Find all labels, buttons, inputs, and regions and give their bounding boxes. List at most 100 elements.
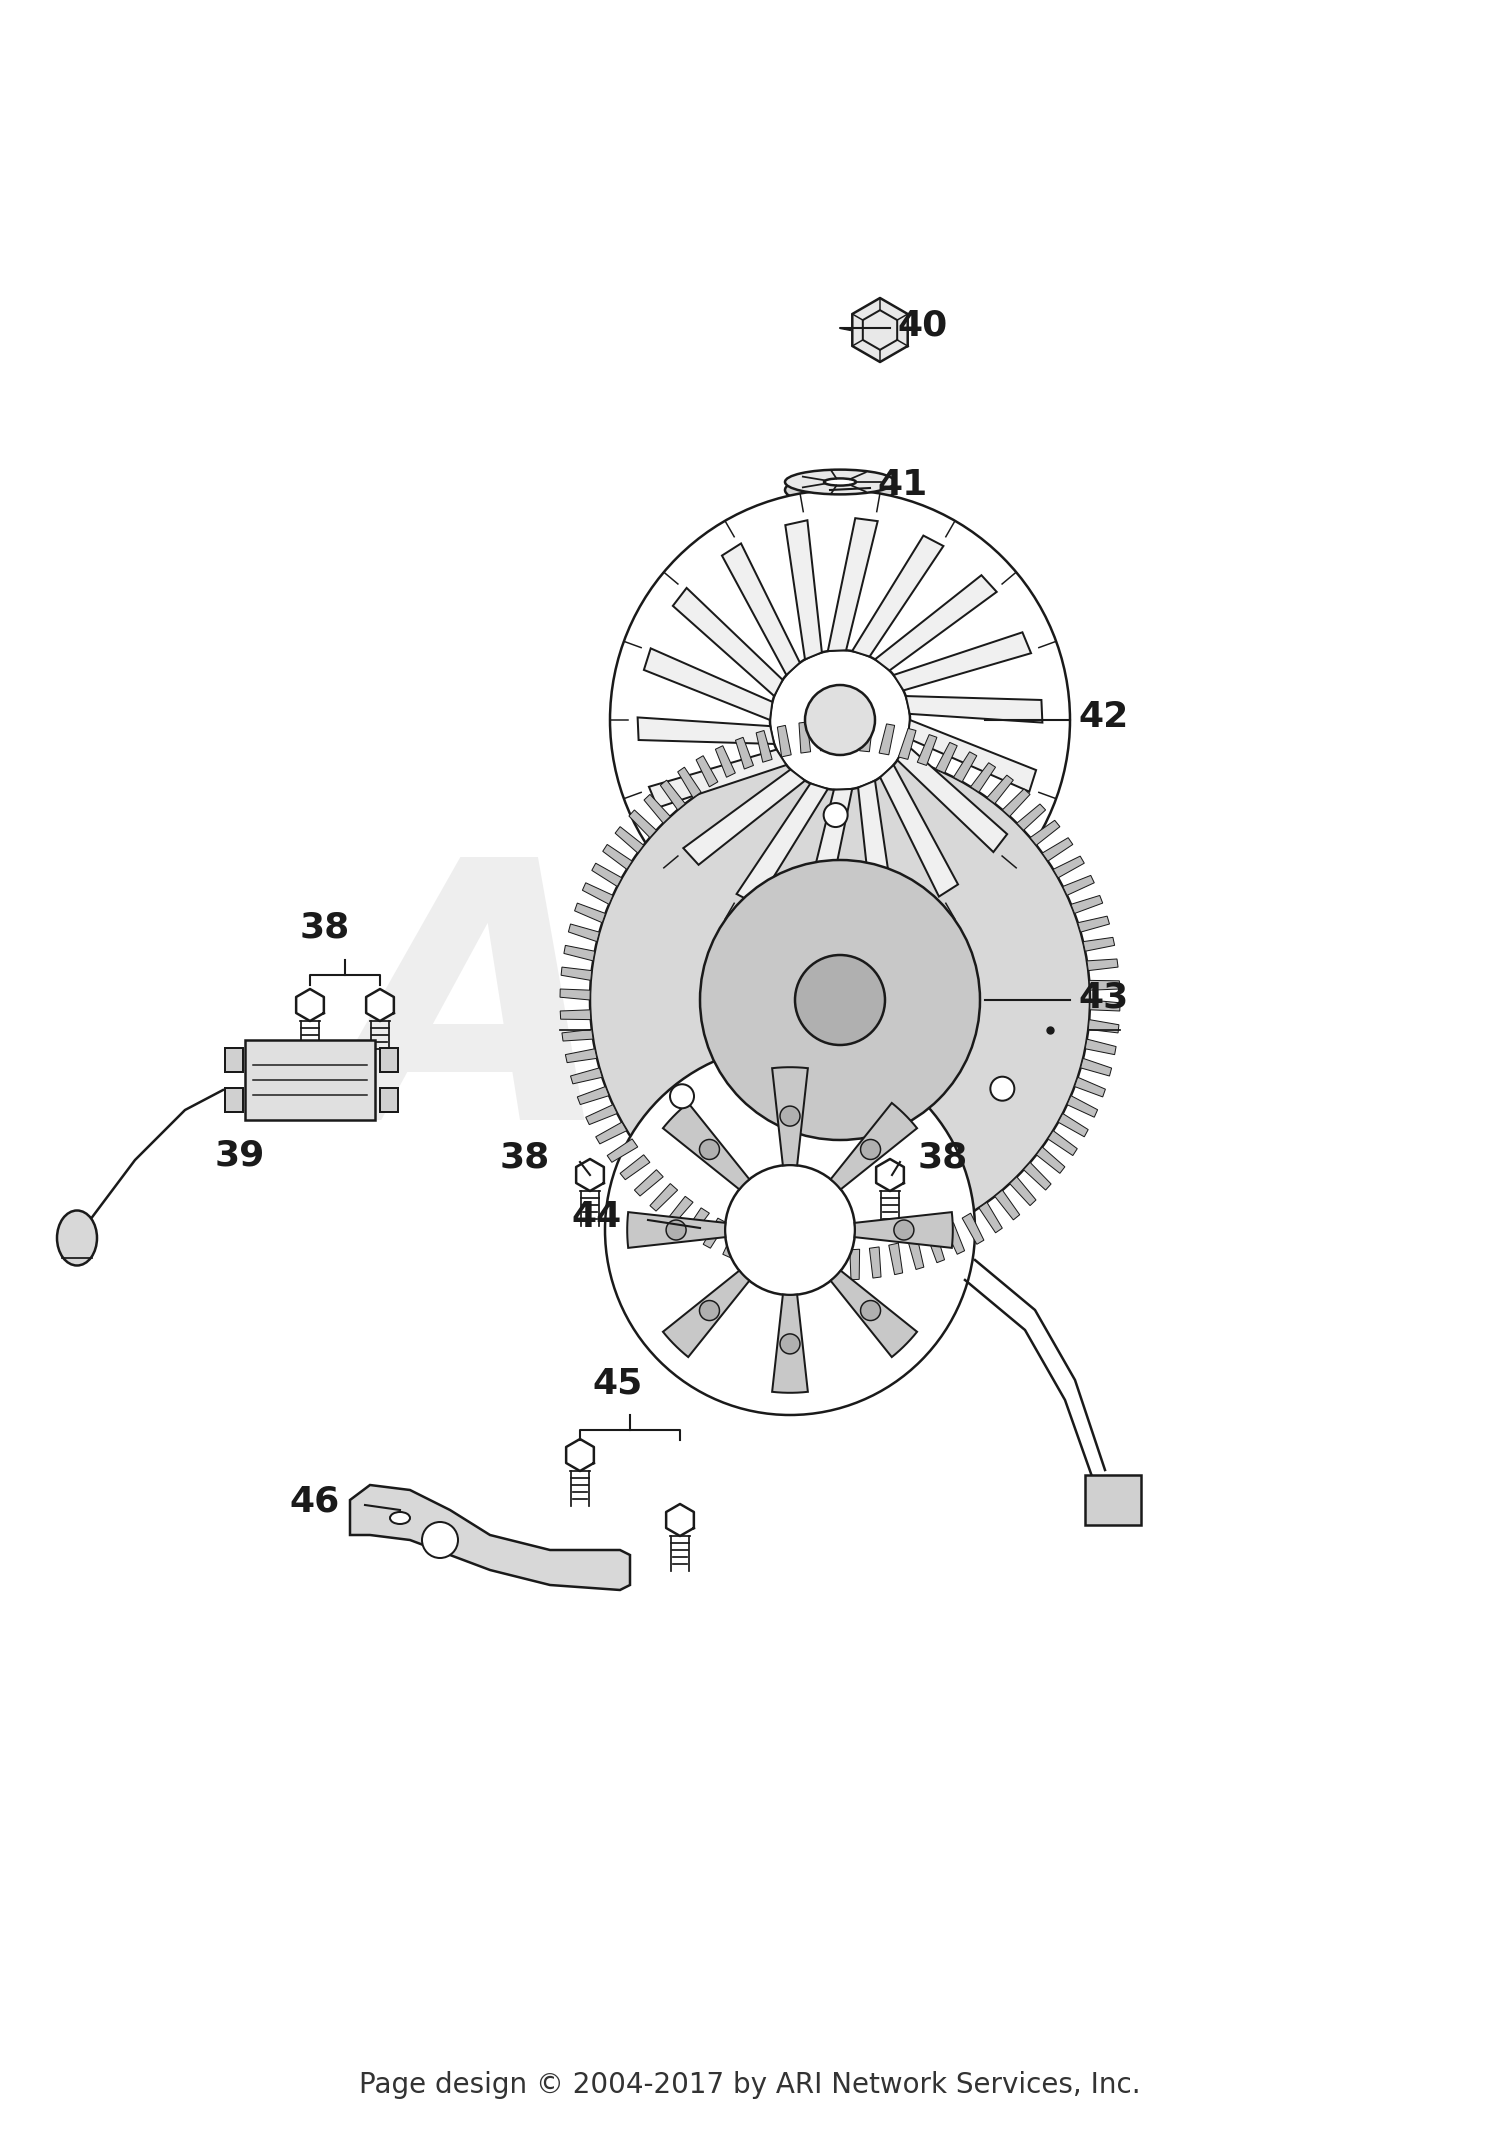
Text: Page design © 2004-2017 by ARI Network Services, Inc.: Page design © 2004-2017 by ARI Network S… [358, 2071, 1142, 2099]
Ellipse shape [390, 1513, 410, 1524]
Bar [225, 1089, 243, 1112]
Polygon shape [608, 1138, 638, 1161]
Polygon shape [1089, 1019, 1119, 1034]
Text: 40: 40 [897, 309, 948, 341]
Polygon shape [663, 1270, 750, 1357]
Polygon shape [831, 1270, 916, 1357]
Polygon shape [874, 575, 996, 671]
Polygon shape [566, 1048, 597, 1063]
Polygon shape [1017, 803, 1046, 831]
Polygon shape [876, 1159, 904, 1191]
Polygon shape [366, 989, 394, 1021]
Polygon shape [585, 1104, 616, 1125]
Polygon shape [894, 633, 1030, 690]
Polygon shape [1089, 980, 1120, 991]
Polygon shape [722, 543, 800, 676]
Polygon shape [807, 1249, 820, 1279]
Text: 45: 45 [592, 1366, 644, 1400]
Polygon shape [897, 744, 1007, 852]
Text: 38: 38 [500, 1140, 550, 1174]
Polygon shape [644, 795, 670, 823]
Circle shape [990, 1076, 1014, 1102]
Polygon shape [615, 827, 644, 852]
Polygon shape [650, 750, 786, 808]
Polygon shape [1083, 938, 1114, 950]
Polygon shape [570, 1068, 602, 1085]
Circle shape [795, 955, 885, 1044]
Polygon shape [634, 1170, 663, 1195]
Polygon shape [840, 720, 850, 750]
Polygon shape [1002, 788, 1031, 816]
Polygon shape [638, 718, 774, 744]
Polygon shape [1023, 1161, 1052, 1189]
Polygon shape [970, 763, 996, 793]
Circle shape [861, 1300, 880, 1321]
Polygon shape [850, 1249, 859, 1281]
Polygon shape [777, 725, 790, 757]
Polygon shape [1030, 820, 1060, 846]
Polygon shape [560, 1010, 591, 1019]
Circle shape [590, 750, 1090, 1251]
Polygon shape [954, 752, 976, 782]
Polygon shape [852, 298, 907, 362]
Polygon shape [596, 1123, 627, 1144]
Polygon shape [564, 946, 596, 961]
Circle shape [604, 1044, 975, 1415]
Polygon shape [578, 1087, 609, 1104]
Polygon shape [1084, 1040, 1116, 1055]
Polygon shape [696, 757, 718, 786]
Polygon shape [1090, 999, 1120, 1010]
Polygon shape [562, 1029, 592, 1042]
Polygon shape [859, 720, 873, 752]
Polygon shape [592, 863, 622, 886]
Polygon shape [742, 1234, 762, 1266]
Polygon shape [802, 788, 852, 923]
Polygon shape [716, 746, 735, 778]
Polygon shape [945, 1223, 964, 1255]
Polygon shape [628, 810, 657, 837]
Bar [225, 1048, 243, 1072]
Polygon shape [987, 776, 1014, 803]
Polygon shape [582, 882, 614, 904]
Circle shape [666, 1221, 686, 1240]
Circle shape [894, 1221, 914, 1240]
Circle shape [700, 861, 980, 1140]
Text: 43: 43 [1078, 980, 1128, 1014]
Bar [380, 1089, 398, 1112]
Polygon shape [704, 1219, 726, 1249]
Circle shape [699, 1140, 720, 1159]
Polygon shape [620, 1155, 650, 1181]
Polygon shape [666, 1504, 694, 1536]
Polygon shape [1048, 1132, 1077, 1155]
Text: 38: 38 [300, 910, 350, 944]
Polygon shape [1066, 1095, 1098, 1117]
Polygon shape [1053, 857, 1084, 878]
Polygon shape [566, 1438, 594, 1470]
Ellipse shape [824, 477, 856, 486]
Circle shape [824, 803, 848, 827]
Polygon shape [898, 729, 916, 759]
Polygon shape [962, 1213, 984, 1245]
Polygon shape [830, 1249, 840, 1281]
Polygon shape [756, 731, 772, 763]
Circle shape [780, 1106, 800, 1125]
Polygon shape [908, 1238, 924, 1270]
Polygon shape [906, 697, 1042, 722]
Polygon shape [821, 720, 830, 750]
Ellipse shape [784, 475, 895, 505]
Polygon shape [908, 720, 1036, 791]
Circle shape [770, 650, 910, 791]
Polygon shape [627, 1213, 726, 1249]
Polygon shape [1078, 916, 1110, 931]
Polygon shape [560, 989, 590, 999]
Text: 44: 44 [572, 1200, 622, 1234]
Polygon shape [576, 1159, 604, 1191]
Polygon shape [574, 904, 606, 923]
Text: ARI: ARI [334, 846, 1026, 1195]
Polygon shape [1074, 1078, 1106, 1097]
Polygon shape [735, 737, 753, 769]
Polygon shape [1036, 1146, 1065, 1174]
Polygon shape [684, 769, 806, 865]
Text: 39: 39 [214, 1138, 266, 1172]
Polygon shape [663, 1104, 750, 1189]
